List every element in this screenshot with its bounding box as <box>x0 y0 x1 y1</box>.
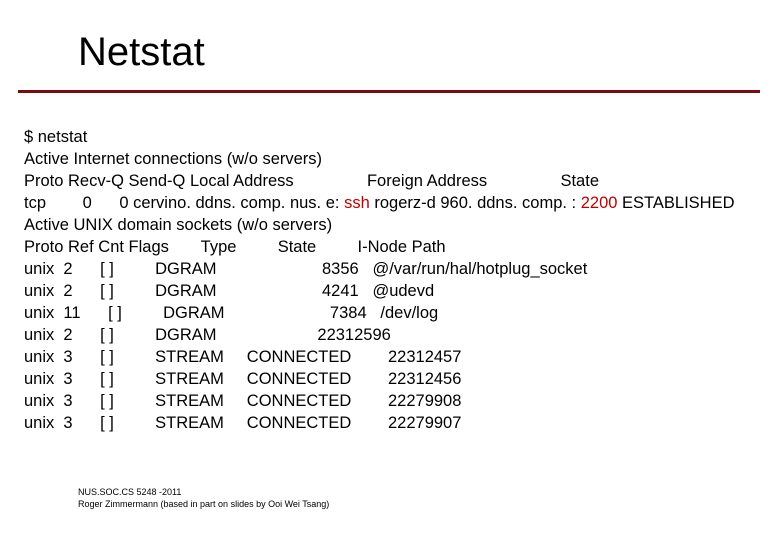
unix-row: unix 3 [ ] STREAM CONNECTED 22279908 <box>24 392 461 410</box>
inet-columns: Proto Recv-Q Send-Q Local Address Foreig… <box>24 172 599 190</box>
unix-row: unix 2 [ ] DGRAM 22312596 <box>24 326 391 344</box>
footer: NUS.SOC.CS 5248 -2011 Roger Zimmermann (… <box>78 486 329 510</box>
unix-row: unix 3 [ ] STREAM CONNECTED 22312456 <box>24 370 461 388</box>
inet-row-prefix: tcp 0 0 cervino. ddns. comp. nus. e: <box>24 194 344 212</box>
title-underline <box>18 90 760 93</box>
unix-row: unix 3 [ ] STREAM CONNECTED 22312457 <box>24 348 461 366</box>
slide: Netstat $ netstat Active Internet connec… <box>0 0 780 540</box>
unix-columns: Proto Ref Cnt Flags Type State I-Node Pa… <box>24 238 446 256</box>
slide-title: Netstat <box>78 30 205 75</box>
inet-row-mid: rogerz-d 960. ddns. comp. : <box>370 194 581 212</box>
unix-row: unix 2 [ ] DGRAM 8356 @/var/run/hal/hotp… <box>24 260 587 278</box>
prompt-line: $ netstat <box>24 128 87 146</box>
footer-line-2: Roger Zimmermann (based in part on slide… <box>78 498 329 510</box>
unix-row: unix 3 [ ] STREAM CONNECTED 22279907 <box>24 414 461 432</box>
footer-line-1: NUS.SOC.CS 5248 -2011 <box>78 486 329 498</box>
unix-header: Active UNIX domain sockets (w/o servers) <box>24 216 332 234</box>
inet-row-port: 2200 <box>581 194 618 212</box>
terminal-output: $ netstat Active Internet connections (w… <box>24 126 735 434</box>
inet-row-ssh: ssh <box>344 194 370 212</box>
inet-header: Active Internet connections (w/o servers… <box>24 150 322 168</box>
inet-row-suffix: ESTABLISHED <box>617 194 734 212</box>
unix-row: unix 2 [ ] DGRAM 4241 @udevd <box>24 282 434 300</box>
unix-row: unix 11 [ ] DGRAM 7384 /dev/log <box>24 304 438 322</box>
